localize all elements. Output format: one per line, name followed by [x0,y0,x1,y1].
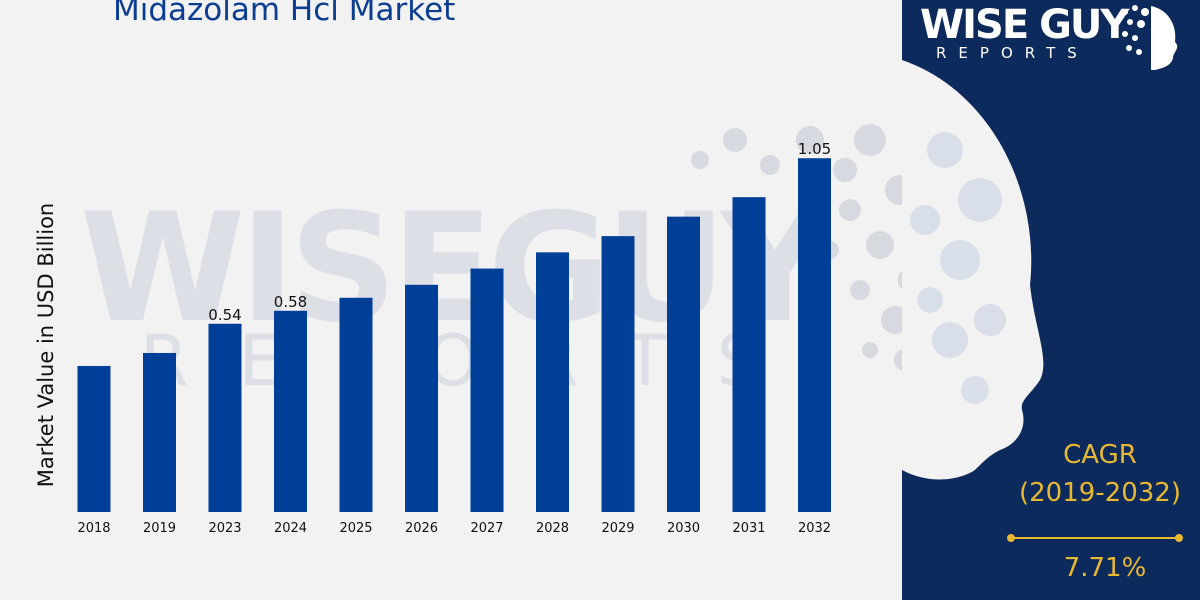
svg-text:REPORTS: REPORTS [140,320,811,402]
cagr-divider [1007,534,1183,542]
x-tick-label: 2030 [667,521,700,536]
bar-2019 [143,352,176,512]
logo-head-icon [1122,5,1178,70]
bar-2024 [274,310,307,512]
data-label: 0.58 [274,293,307,311]
brand-logo-sub: REPORTS [936,44,1089,62]
x-tick-label: 2029 [601,521,634,536]
x-tick-label: 2032 [798,521,831,536]
bar-2018 [77,365,111,512]
brand-logo: WISE GUY [920,2,1129,48]
bar-2030 [667,216,700,513]
chart-title: Midazolam Hcl Market [113,0,456,28]
cagr-period: (2019-2032) [1018,478,1181,508]
bar-2026 [405,284,438,512]
bar-2028 [536,252,569,512]
cagr-label: CAGR [1063,440,1137,470]
x-tick-label: 2026 [405,521,438,536]
x-tick-label: 2025 [339,521,372,536]
x-tick-label: 2028 [536,521,569,536]
svg-text:WISEGUY: WISEGUY [80,182,832,356]
x-tick-label: 2027 [470,521,503,536]
bar-2032 [798,158,831,512]
x-tick-label: 2031 [732,521,765,536]
x-tick-label: 2018 [77,521,110,536]
bar-2023 [208,323,242,512]
bar-2027 [470,268,504,512]
bar-2025 [339,297,373,512]
bar-2029 [601,236,635,512]
cagr-value: 7.71% [1063,553,1147,583]
data-label: 0.54 [208,306,241,324]
data-label: 1.05 [798,140,831,158]
bar-2031 [732,197,766,512]
x-tick-label: 2019 [143,521,176,536]
x-tick-label: 2023 [208,521,241,536]
x-tick-label: 2024 [274,521,307,536]
